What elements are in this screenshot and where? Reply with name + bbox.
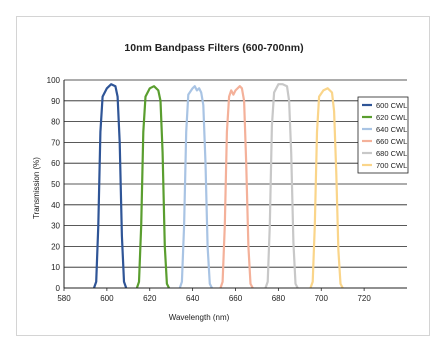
y-tick-label-40: 40	[51, 201, 60, 210]
x-tick-label-660: 660	[229, 294, 243, 303]
y-tick-label-10: 10	[51, 263, 60, 272]
series-line-1	[135, 85, 170, 289]
chart-title: 10nm Bandpass Filters (600-700nm)	[124, 42, 303, 54]
legend-label-3: 660 CWL	[376, 137, 407, 146]
legend-label-1: 620 CWL	[376, 113, 407, 122]
x-tick-label-620: 620	[143, 294, 157, 303]
y-tick-label-60: 60	[51, 159, 60, 168]
chart-frame: 10nm Bandpass Filters (600-700nm) 580 600…	[16, 16, 430, 336]
y-tick-label-70: 70	[51, 138, 60, 147]
y-axis-label: Transmission (%)	[32, 157, 41, 219]
series-line-0	[92, 83, 128, 289]
y-tick-label-100: 100	[47, 76, 61, 85]
y-tick-label-0: 0	[56, 284, 61, 293]
legend-label-4: 680 CWL	[376, 149, 407, 158]
series-line-3	[219, 85, 254, 289]
bandpass-chart: 10nm Bandpass Filters (600-700nm) 580 600…	[32, 42, 409, 322]
x-tick-label-720: 720	[357, 294, 371, 303]
series-line-2	[178, 85, 213, 289]
series-line-5	[309, 87, 344, 289]
legend-label-2: 640 CWL	[376, 125, 407, 134]
x-axis-label: Wavelength (nm)	[169, 313, 230, 322]
x-tick-label-640: 640	[186, 294, 200, 303]
x-tick-label-600: 600	[100, 294, 114, 303]
y-tick-label-90: 90	[51, 97, 60, 106]
x-tick-label-680: 680	[272, 294, 286, 303]
y-tick-label-50: 50	[51, 180, 60, 189]
series-line-4	[264, 83, 299, 289]
x-tick-label-700: 700	[315, 294, 329, 303]
legend-label-5: 700 CWL	[376, 161, 407, 170]
y-tick-label-80: 80	[51, 118, 60, 127]
legend: 600 CWL 620 CWL 640 CWL 660 CWL 680 CWL 700 C…	[357, 96, 409, 174]
x-tick-label-580: 580	[57, 294, 71, 303]
y-gridlines	[64, 79, 407, 268]
legend-box	[357, 96, 409, 174]
series-layer	[92, 83, 344, 289]
y-tick-labels: 0 10 20 30 40 50 60 70 80 90 100	[47, 76, 61, 293]
legend-label-0: 600 CWL	[376, 101, 407, 110]
y-tick-label-30: 30	[51, 222, 60, 231]
y-tick-label-20: 20	[51, 242, 60, 251]
x-tick-labels: 580 600 620 640 660 680 700 720	[57, 288, 371, 303]
